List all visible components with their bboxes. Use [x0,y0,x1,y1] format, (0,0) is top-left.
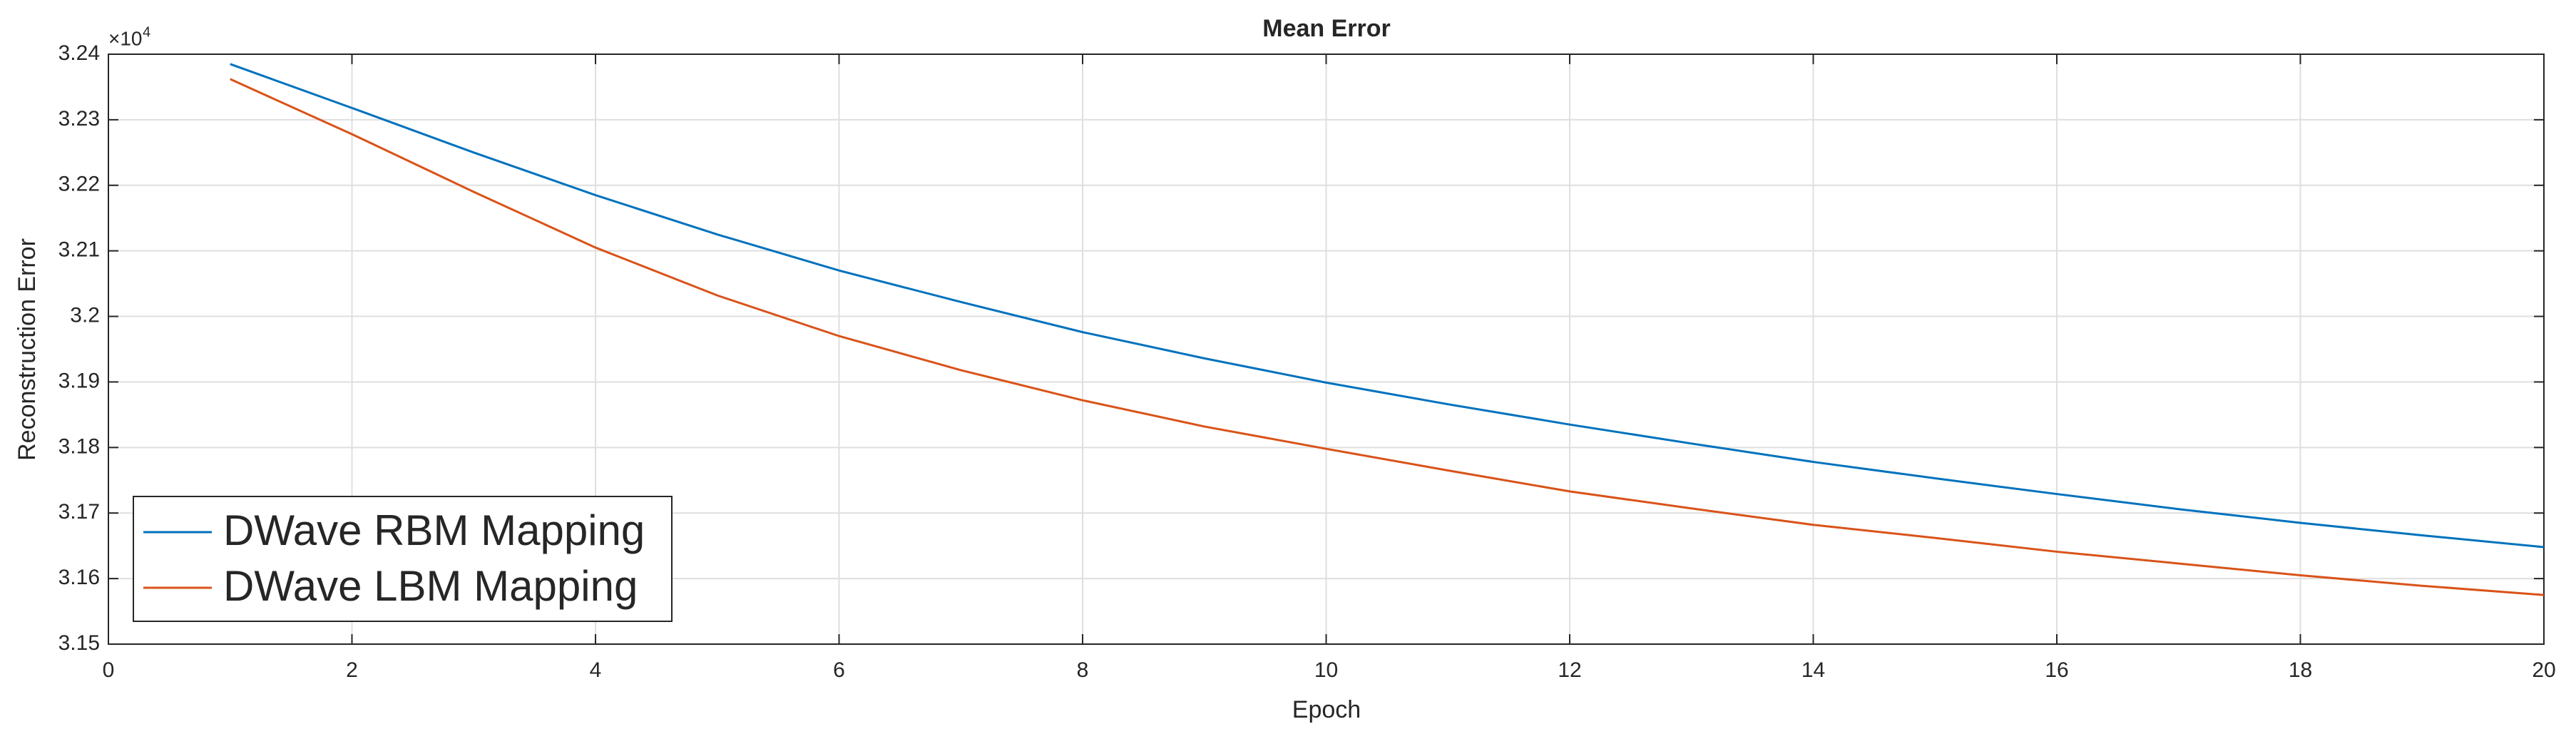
legend-label: DWave RBM Mapping [223,506,645,554]
x-tick-label: 20 [2532,658,2555,682]
x-tick-label: 8 [1077,658,1089,682]
legend-label: DWave LBM Mapping [223,562,638,610]
plot-frame [108,53,2545,645]
y-tick-label: 3.23 [58,107,100,131]
x-tick-label: 4 [590,658,602,682]
y-tick-label: 3.17 [58,500,100,524]
x-tick-label: 16 [2045,658,2068,682]
data-line [230,78,2545,596]
y-tick-label: 3.16 [58,566,100,589]
legend-box [133,496,673,622]
y-tick-label: 3.19 [58,369,100,392]
y-tick-label: 3.18 [58,434,100,458]
y-tick-label: 3.2 [70,303,100,327]
chart-title: Mean Error [1262,15,1391,42]
x-tick-label: 6 [833,658,845,682]
x-tick-label: 18 [2289,658,2312,682]
x-tick-label: 12 [1558,658,1581,682]
x-tick-label: 10 [1314,658,1338,682]
x-tick-label: 2 [346,658,358,682]
y-scale-exponent: 4 [143,24,150,40]
x-tick-label: 14 [1801,658,1825,682]
data-line [230,63,2545,549]
y-axis-label: Reconstruction Error [14,238,41,461]
y-scale-label: ×10 [108,27,143,49]
y-tick-label: 3.22 [58,173,100,196]
y-tick-label: 3.21 [58,238,100,262]
y-tick-label: 3.24 [58,41,100,65]
x-axis-label: Epoch [1292,696,1361,723]
x-tick-label: 0 [103,658,115,682]
y-tick-label: 3.15 [58,631,100,655]
